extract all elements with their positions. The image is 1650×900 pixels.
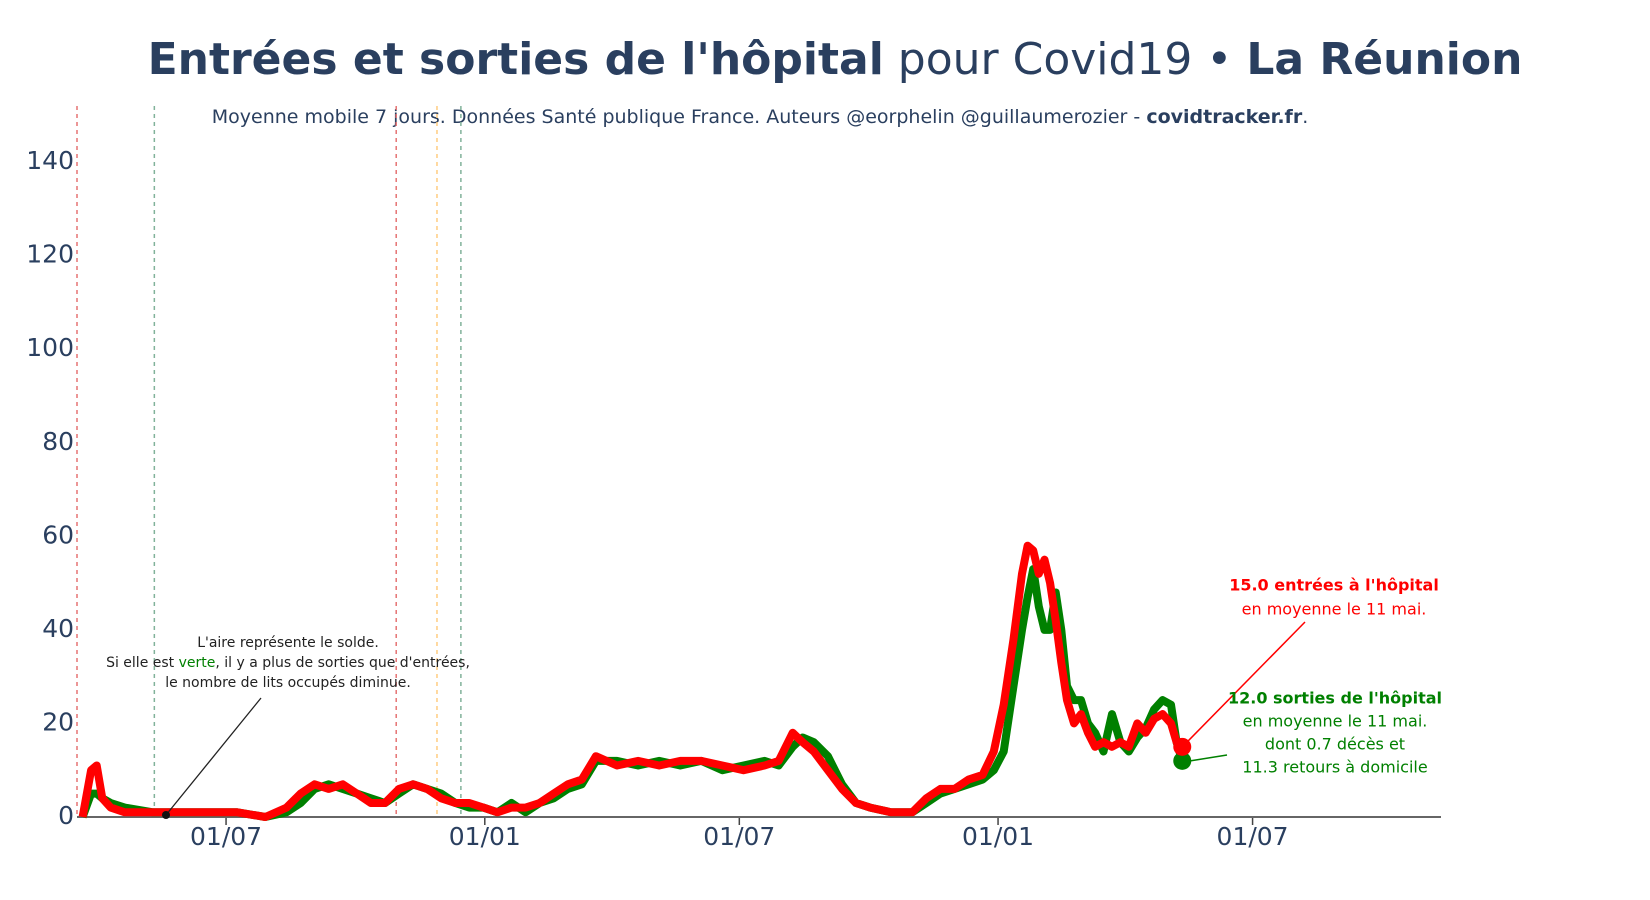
y-tick-label: 40 — [42, 614, 74, 643]
annotation: 12.0 sorties de l'hôpital — [1228, 689, 1442, 708]
y-tick-label: 100 — [26, 333, 74, 362]
end-marker — [1173, 737, 1192, 756]
annotation-dot — [162, 811, 170, 819]
chart-title: Entrées et sorties de l'hôpital pour Cov… — [148, 34, 1523, 85]
x-tick-label: 01/01 — [962, 822, 1034, 851]
end-marker — [1173, 751, 1192, 770]
annotation: dont 0.7 décès et — [1265, 735, 1405, 754]
y-tick-label: 80 — [42, 427, 74, 456]
annotation: L'aire représente le solde. — [197, 635, 379, 651]
annotation: en moyenne le 11 mai. — [1243, 712, 1428, 731]
title-part: Entrées et sorties de l'hôpital — [148, 34, 884, 85]
subtitle: Moyenne mobile 7 jours. Données Santé pu… — [212, 106, 1309, 128]
y-tick-label: 0 — [58, 801, 74, 830]
annotation-part: Si elle est — [106, 655, 179, 671]
annotation: 15.0 entrées à l'hôpital — [1229, 576, 1439, 595]
series-line — [78, 541, 1185, 821]
y-tick-label: 120 — [26, 240, 74, 269]
annotation-arrow — [1187, 621, 1306, 742]
x-tick-label: 01/07 — [190, 822, 262, 851]
x-tick-label: 01/07 — [1217, 822, 1289, 851]
annotation-part: , il y a plus de sorties que d'entrées, — [215, 655, 470, 671]
y-tick-label: 20 — [42, 707, 74, 736]
title-part: La Réunion — [1246, 34, 1522, 85]
subtitle-text: Moyenne mobile 7 jours. Données Santé pu… — [212, 106, 1147, 128]
x-tick-label: 01/01 — [449, 822, 521, 851]
y-tick-label: 140 — [26, 146, 74, 175]
y-tick-label: 60 — [42, 520, 74, 549]
annotation-arrow — [1190, 754, 1228, 762]
annotation: 11.3 retours à domicile — [1242, 758, 1427, 777]
annotation-part: verte — [179, 655, 216, 671]
annotation: en moyenne le 11 mai. — [1242, 600, 1427, 619]
title-part: pour Covid19 • — [884, 34, 1247, 85]
subtitle-end: . — [1302, 106, 1308, 128]
annotation: Si elle est verte, il y a plus de sortie… — [106, 655, 470, 671]
annotation-arrow — [165, 697, 262, 816]
annotation: le nombre de lits occupés diminue. — [165, 675, 411, 691]
x-tick-label: 01/07 — [703, 822, 775, 851]
subtitle-link: covidtracker.fr — [1146, 106, 1303, 128]
